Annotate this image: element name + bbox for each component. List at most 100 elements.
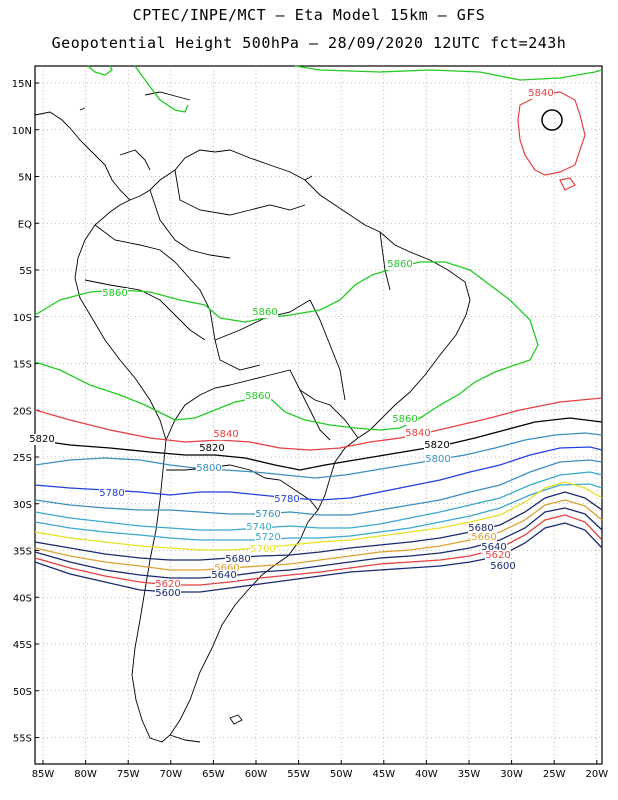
lon-tick-label: 80W: [74, 769, 97, 780]
contour-5600: [34, 522, 603, 593]
contour-label: 5700: [250, 544, 275, 555]
lon-tick-label: 50W: [330, 769, 353, 780]
contour-label: 5840: [213, 429, 238, 440]
lon-tick-label: 85W: [32, 769, 55, 780]
contour-label: 5840: [405, 428, 430, 439]
contour-label-bg: [252, 307, 278, 318]
contour-5740: [34, 471, 603, 531]
lat-tick-label: 20S: [13, 406, 32, 417]
contour-label-bg: [528, 88, 554, 99]
contour-5680: [34, 491, 603, 561]
contour-label: 5860: [252, 307, 277, 318]
map-title-line2: Geopotential Height 500hPa – 28/09/2020 …: [51, 34, 567, 52]
contour-label-bg: [155, 579, 181, 590]
contour-label-bg: [468, 523, 494, 534]
lon-tick-label: 40W: [415, 769, 438, 780]
contour-label-bg: [196, 463, 222, 474]
contour-label-bg: [405, 428, 431, 439]
contour-5620: [34, 514, 603, 586]
contour-label-bg: [424, 440, 450, 451]
lon-tick-label: 20W: [585, 769, 608, 780]
lat-tick-label: 15S: [13, 360, 32, 371]
lat-tick-label: 25S: [13, 453, 32, 464]
lat-tick-label: 45S: [13, 640, 32, 651]
contour-label: 5640: [211, 570, 236, 581]
contour-label-bg: [481, 542, 507, 553]
contour-5840-africa: [517, 91, 586, 191]
contour-label: 5680: [225, 554, 250, 565]
lon-tick-label: 70W: [159, 769, 182, 780]
contour-label-bg: [102, 288, 128, 299]
contour-label: 5820: [199, 443, 224, 454]
contour-label-bg: [214, 563, 240, 574]
lat-tick-label: 30S: [13, 500, 32, 511]
contour-label-bg: [99, 488, 125, 499]
lon-tick-label: 75W: [117, 769, 140, 780]
lon-tick-label: 25W: [543, 769, 566, 780]
contour-label-bg: [485, 550, 511, 561]
map-title-line1: CPTEC/INPE/MCT – Eta Model 15km – GFS: [132, 6, 486, 24]
lat-tick-label: 5S: [19, 266, 32, 277]
lat-tick-label: 40S: [13, 593, 32, 604]
contour-label: 5860: [245, 391, 270, 402]
contour-label: 5740: [246, 522, 271, 533]
contour-label: 5640: [481, 542, 506, 553]
contour-5840: [34, 397, 603, 451]
contour-5820: [34, 417, 603, 471]
axis-ticks: 15N 10N 5N EQ 5S 10S 15S 20S 25S 30S 35S 40S 45S 50S 5…: [12, 79, 608, 780]
contour-label-bg: [225, 554, 251, 565]
lon-tick-label: 30W: [500, 769, 523, 780]
contour-label: 5780: [274, 494, 299, 505]
contour-label-bg: [490, 561, 516, 572]
lat-tick-label: 10S: [13, 313, 32, 324]
contour-label: 5760: [255, 509, 280, 520]
coastlines: [34, 91, 471, 743]
lon-tick-label: 45W: [372, 769, 395, 780]
contour-label-bg: [246, 522, 272, 533]
contour-5760: [34, 459, 603, 516]
contour-label-bg: [199, 443, 225, 454]
contour-label: 5660: [214, 563, 239, 574]
contour-label-bg: [211, 570, 237, 581]
lat-tick-label: 15N: [12, 79, 32, 90]
lon-tick-label: 55W: [287, 769, 310, 780]
contour-5640: [34, 507, 603, 579]
contour-label: 5820: [424, 440, 449, 451]
lat-tick-label: EQ: [18, 219, 32, 230]
lat-tick-label: 10N: [12, 126, 32, 137]
contour-label-bg: [213, 429, 239, 440]
contour-label: 5780: [99, 488, 124, 499]
lat-tick-label: 35S: [13, 547, 32, 558]
contour-5720: [34, 483, 603, 541]
contour-label-bg: [155, 588, 181, 599]
contour-label: 5860: [387, 259, 412, 270]
contour-5660: [34, 499, 603, 571]
lon-tick-label: 60W: [245, 769, 268, 780]
contour-5860: [34, 65, 603, 431]
contour-label-bg: [471, 532, 497, 543]
contour-label-bg: [425, 454, 451, 465]
graticule: [35, 66, 602, 764]
contour-label-bg: [250, 544, 276, 555]
contour-5700: [34, 481, 603, 551]
contour-label-bg: [255, 532, 281, 543]
contour-label: 5860: [392, 414, 417, 425]
contour-label: 5800: [196, 463, 221, 474]
lat-tick-label: 55S: [13, 734, 32, 745]
contour-label-bg: [255, 509, 281, 520]
contour-label: 5680: [468, 523, 493, 534]
contour-label-bg: [29, 434, 55, 445]
contour-label-bg: [245, 391, 271, 402]
lon-tick-label: 35W: [458, 769, 481, 780]
contour-label-bg: [387, 259, 413, 270]
contour-label: 5620: [485, 550, 510, 561]
contour-label: 5600: [155, 588, 180, 599]
contour-label: 5720: [255, 532, 280, 543]
contour-label: 5620: [155, 579, 180, 590]
lat-tick-label: 5N: [18, 173, 32, 184]
contour-label: 5660: [471, 532, 496, 543]
contour-label: 5600: [490, 561, 515, 572]
contour-label: 5800: [425, 454, 450, 465]
